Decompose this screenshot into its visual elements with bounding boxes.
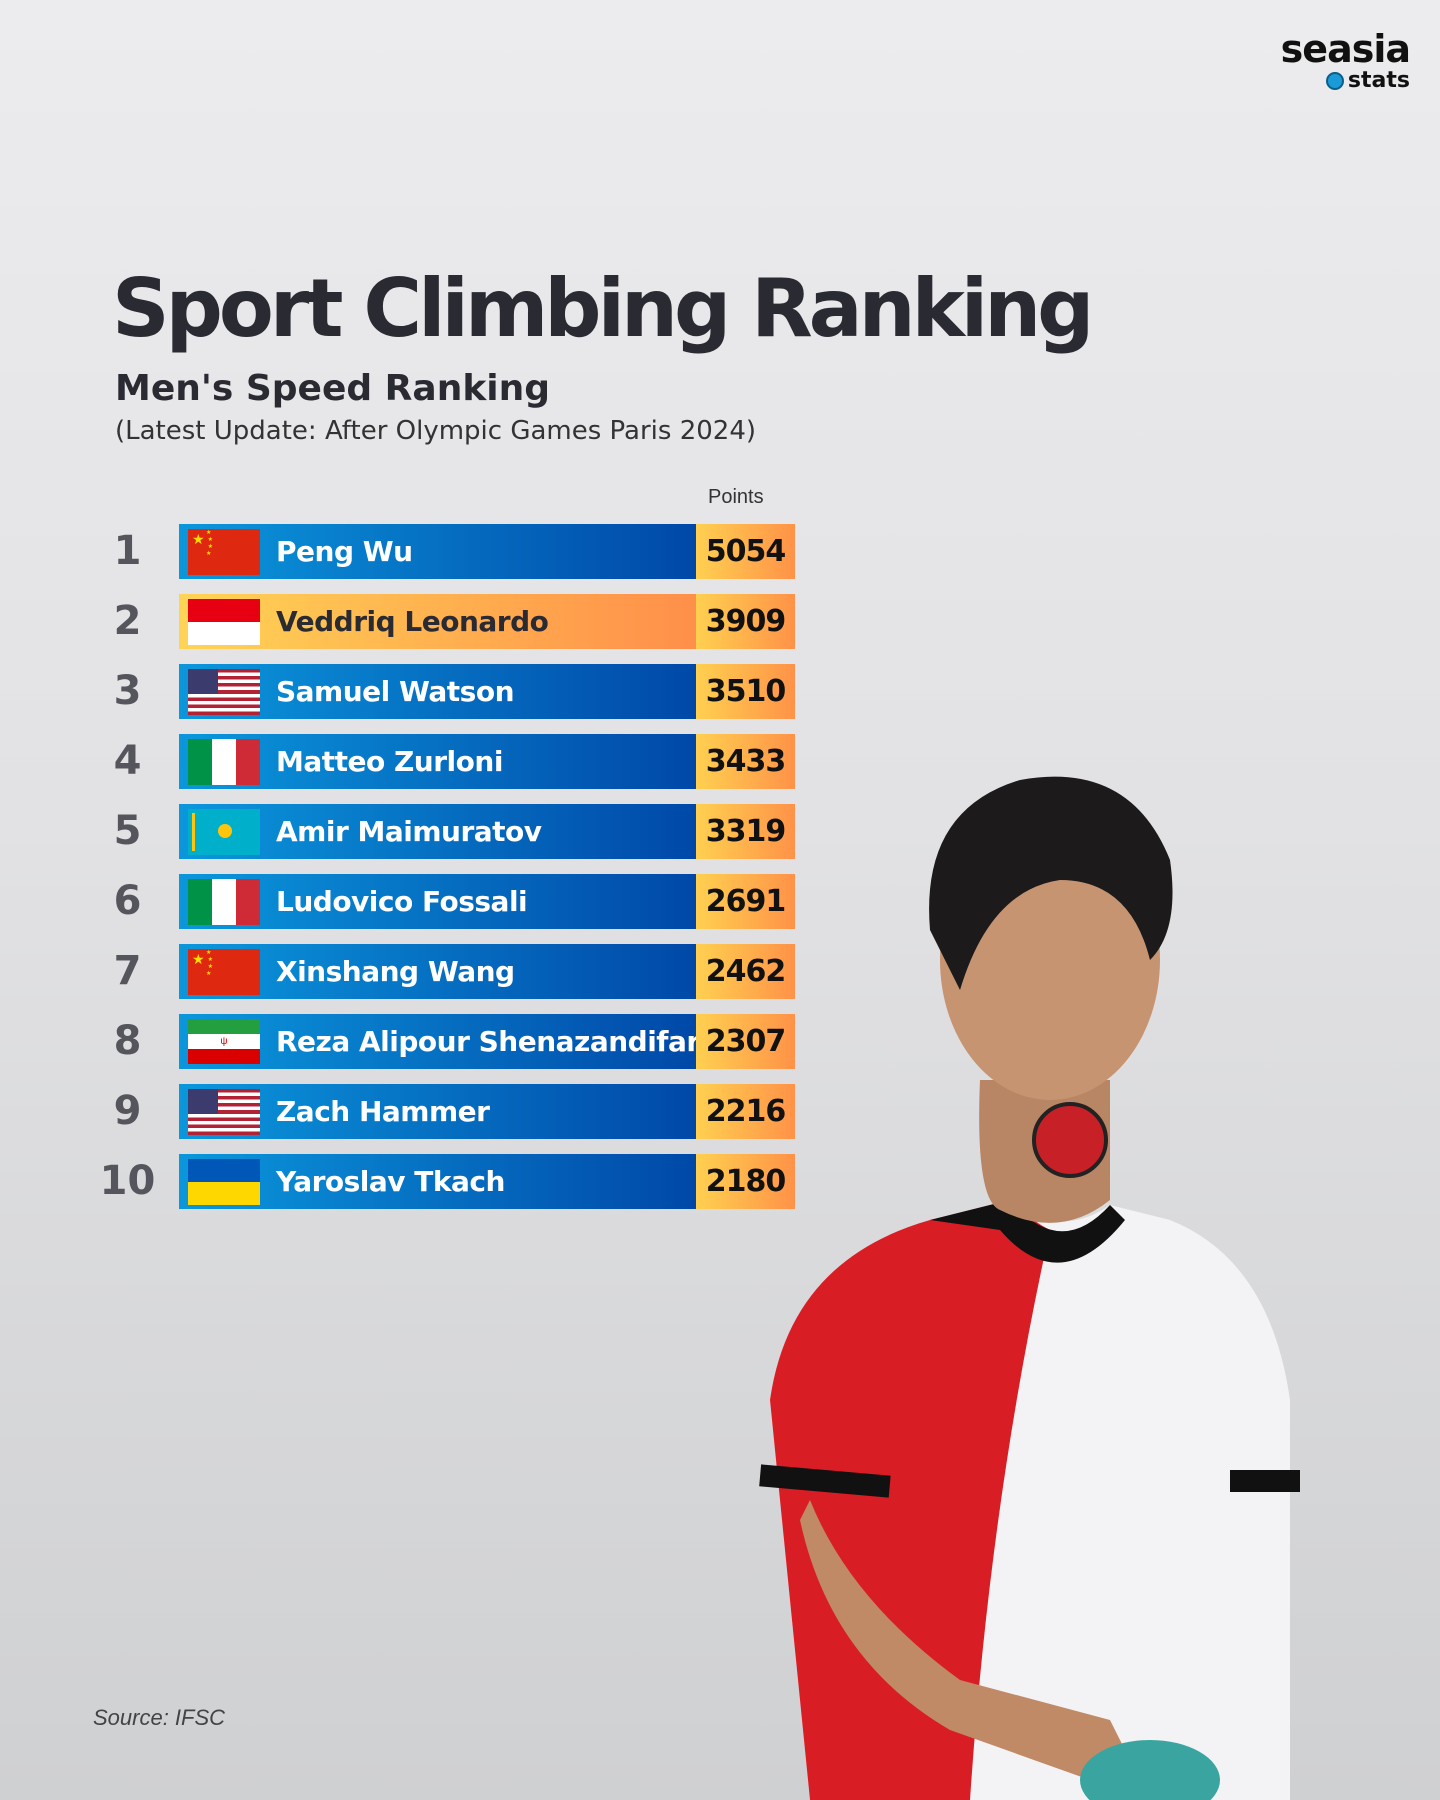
athlete-bar: Amir Maimuratov bbox=[179, 804, 696, 859]
athlete-bar: ψ Reza Alipour Shenazandifard bbox=[179, 1014, 720, 1069]
ranking-row: 6 Ludovico Fossali 2691 bbox=[90, 874, 795, 929]
points-header: Points bbox=[708, 486, 764, 508]
rank-number: 3 bbox=[113, 668, 142, 714]
source-note: Source: IFSC bbox=[93, 1705, 226, 1730]
ranking-row: 8 ψ Reza Alipour Shenazandifard 2307 bbox=[90, 1014, 795, 1069]
ranking-row: 2 Veddriq Leonardo 3909 bbox=[90, 594, 795, 649]
athlete-photo bbox=[759, 776, 1300, 1800]
athlete-bar: Veddriq Leonardo bbox=[179, 594, 696, 649]
athlete-name: Peng Wu bbox=[276, 535, 413, 568]
athlete-points: 3909 bbox=[696, 594, 795, 649]
athlete-points: 2691 bbox=[696, 874, 795, 929]
athlete-bar: Samuel Watson bbox=[179, 664, 696, 719]
rank-number: 7 bbox=[113, 948, 142, 994]
ranking-row: 9 Zach Hammer 2216 bbox=[90, 1084, 795, 1139]
page-title: Sport Climbing Ranking bbox=[112, 262, 1094, 355]
athlete-name: Samuel Watson bbox=[276, 675, 515, 708]
logo-sub: stats bbox=[1281, 68, 1410, 93]
athlete-name: Veddriq Leonardo bbox=[276, 605, 549, 638]
athlete-bar: Ludovico Fossali bbox=[179, 874, 696, 929]
athlete-name: Matteo Zurloni bbox=[276, 745, 503, 778]
rank-number: 9 bbox=[113, 1088, 142, 1134]
ranking-row: 1 ★ ★ ★ ★ ★ Peng Wu 5054 bbox=[90, 524, 795, 579]
indonesia-flag-icon bbox=[188, 598, 260, 645]
iran-flag-icon: ψ bbox=[188, 1018, 260, 1065]
ranking-row: 4 Matteo Zurloni 3433 bbox=[90, 734, 795, 789]
logo-s-icon bbox=[1325, 71, 1344, 90]
rank-number: 5 bbox=[113, 808, 142, 854]
athlete-points: 2180 bbox=[696, 1154, 795, 1209]
ranking-row: 10 Yaroslav Tkach 2180 bbox=[90, 1154, 795, 1209]
athlete-bar: Matteo Zurloni bbox=[179, 734, 696, 789]
ukraine-flag-icon bbox=[188, 1158, 260, 1205]
athlete-points: 3319 bbox=[696, 804, 795, 859]
update-note: (Latest Update: After Olympic Games Pari… bbox=[115, 416, 757, 446]
rank-number: 4 bbox=[113, 738, 142, 784]
italy-flag-icon bbox=[188, 878, 260, 925]
athlete-name: Xinshang Wang bbox=[276, 955, 515, 988]
rank-number: 8 bbox=[113, 1018, 142, 1064]
athlete-name: Yaroslav Tkach bbox=[276, 1165, 505, 1198]
rank-number: 1 bbox=[113, 528, 142, 574]
ranking-list: 1 ★ ★ ★ ★ ★ Peng Wu 5054 2 Veddriq Leonardo… bbox=[90, 524, 795, 1224]
athlete-bar: ★ ★ ★ ★ ★ Peng Wu bbox=[179, 524, 696, 579]
usa-flag-icon bbox=[188, 668, 260, 715]
athlete-name: Amir Maimuratov bbox=[276, 815, 542, 848]
china-flag-icon: ★ ★ ★ ★ ★ bbox=[188, 528, 260, 575]
athlete-points: 2462 bbox=[696, 944, 795, 999]
rank-number: 2 bbox=[113, 598, 142, 644]
ranking-row: 7 ★ ★ ★ ★ ★ Xinshang Wang 2462 bbox=[90, 944, 795, 999]
athlete-points: 5054 bbox=[696, 524, 795, 579]
athlete-bar: Yaroslav Tkach bbox=[179, 1154, 696, 1209]
italy-flag-icon bbox=[188, 738, 260, 785]
logo-sub-text: stats bbox=[1347, 68, 1410, 93]
athlete-points: 2307 bbox=[696, 1014, 795, 1069]
athlete-bar: Zach Hammer bbox=[179, 1084, 696, 1139]
athlete-points: 2216 bbox=[696, 1084, 795, 1139]
ranking-row: 3 Samuel Watson 3510 bbox=[90, 664, 795, 719]
usa-flag-icon bbox=[188, 1088, 260, 1135]
rank-number: 6 bbox=[113, 878, 142, 924]
kazakhstan-flag-icon bbox=[188, 808, 260, 855]
china-flag-icon: ★ ★ ★ ★ ★ bbox=[188, 948, 260, 995]
athlete-name: Zach Hammer bbox=[276, 1095, 490, 1128]
logo-brand: seasia bbox=[1280, 27, 1411, 71]
athlete-points: 3510 bbox=[696, 664, 795, 719]
athlete-name: Ludovico Fossali bbox=[276, 885, 528, 918]
athlete-bar: ★ ★ ★ ★ ★ Xinshang Wang bbox=[179, 944, 696, 999]
rank-number: 10 bbox=[99, 1158, 156, 1204]
ranking-row: 5 Amir Maimuratov 3319 bbox=[90, 804, 795, 859]
seasia-stats-logo: seasia stats bbox=[1280, 27, 1411, 93]
athlete-name: Reza Alipour Shenazandifard bbox=[276, 1025, 720, 1058]
subtitle: Men's Speed Ranking bbox=[115, 368, 551, 409]
athlete-points: 3433 bbox=[696, 734, 795, 789]
